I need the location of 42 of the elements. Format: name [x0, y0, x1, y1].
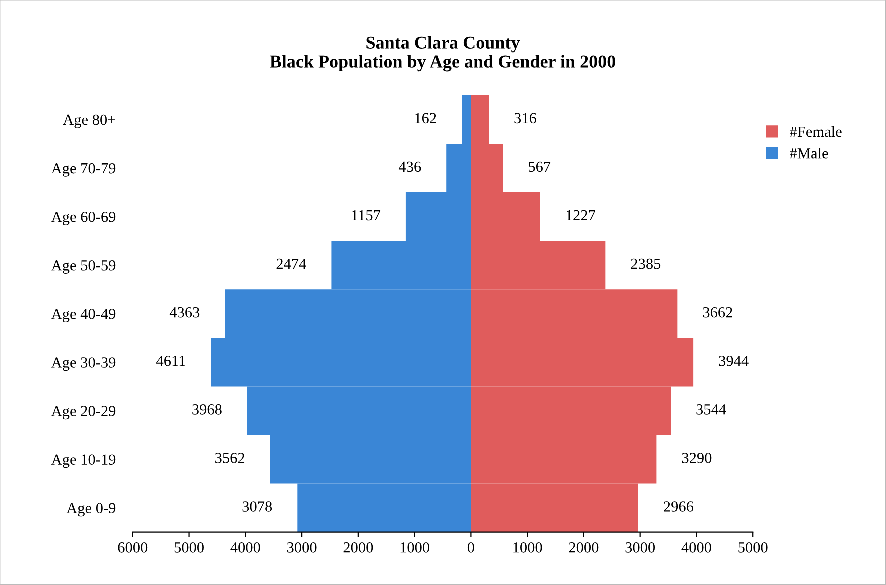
data-label: 567: [529, 162, 551, 172]
data-label: 436: [398, 162, 422, 172]
data-label: 3562: [216, 453, 245, 464]
x-tick-label: 3000: [626, 542, 656, 553]
data-label: 3944: [719, 356, 749, 366]
y-tick-label: Age 0-9: [66, 503, 116, 517]
x-tick-label: 4000: [230, 542, 260, 553]
x-tick-label: 2000: [569, 542, 599, 553]
x-tick-label: 2000: [344, 542, 374, 553]
chart-title: Santa Clara County Black Population by Age and Gender in 2000: [270, 36, 616, 72]
data-label: 2385: [631, 258, 661, 270]
y-tick-label: Age 20-29: [51, 406, 116, 420]
x-tick-label: 5000: [174, 542, 204, 553]
data-label: 4611: [156, 356, 186, 366]
x-tick-label: 5000: [738, 542, 768, 553]
x-tick-label: 0: [468, 542, 474, 553]
data-label: 1227: [566, 210, 596, 220]
legend-label: #Female: [790, 126, 842, 138]
x-tick-label: 3000: [288, 542, 317, 553]
data-label: 3078: [242, 502, 272, 512]
y-tick-label: Age 60-69: [51, 212, 116, 226]
data-label: 2474: [276, 258, 306, 270]
x-tick-label: 1000: [400, 542, 430, 553]
y-tick-label: Age 30-39: [51, 358, 116, 372]
data-label: 316: [514, 113, 536, 124]
y-tick-label: Age 40-49: [51, 309, 116, 322]
data-label: 4363: [170, 307, 200, 318]
y-tick-label: Age 70-79: [51, 163, 116, 177]
data-label: 162: [415, 113, 436, 124]
data-label: 3662: [703, 307, 732, 318]
x-tick-label: 1000: [514, 542, 542, 553]
data-label: 3290: [682, 453, 712, 464]
y-tick-label: Age 80+: [63, 114, 116, 128]
y-tick-label: Age 10-19: [51, 454, 116, 468]
y-tick-label: Age 50-59: [51, 260, 116, 274]
legend-label: #Male: [790, 148, 828, 159]
data-label: 2966: [664, 502, 694, 512]
data-label: 3544: [696, 404, 726, 415]
x-tick-label: 4000: [682, 542, 712, 553]
data-label: 3968: [192, 404, 222, 415]
x-tick-label: 6000: [118, 542, 148, 553]
data-label: 1157: [352, 210, 381, 221]
